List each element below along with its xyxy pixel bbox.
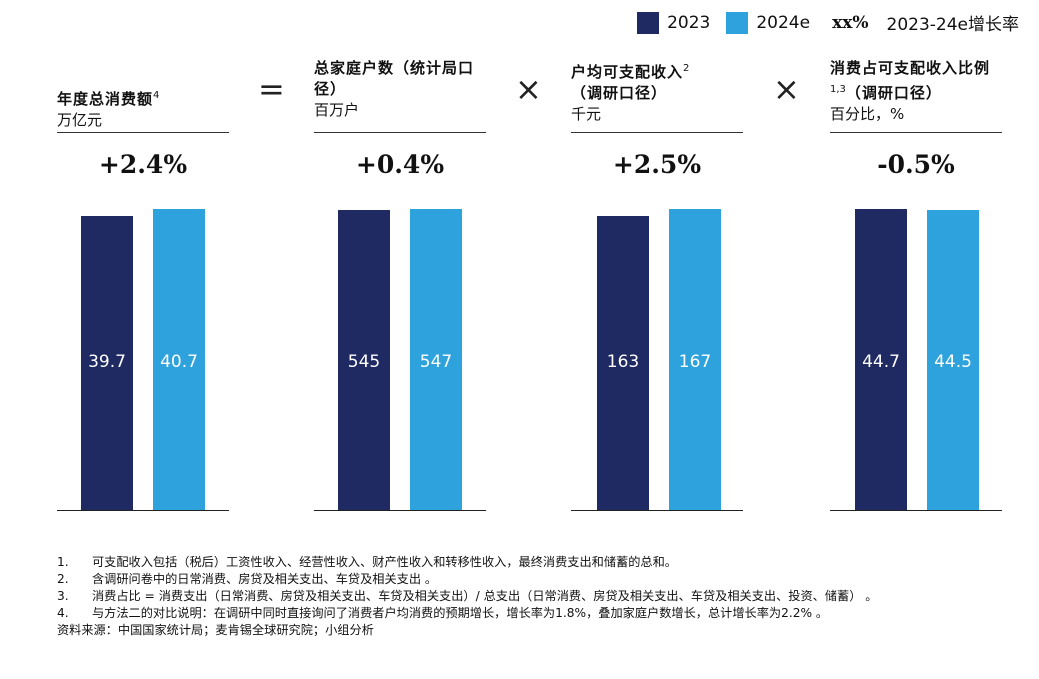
- bar-2024e: 547: [410, 209, 462, 510]
- panel-unit: 千元: [571, 105, 602, 123]
- bar-2024e: 40.7: [153, 209, 205, 510]
- panel-disposable-income: 户均可支配收入2 （调研口径） 千元: [571, 58, 743, 133]
- footnote: 4. 与方法二的对比说明：在调研中同时直接询问了消费者户均消费的预期增长，增长率为…: [57, 606, 829, 620]
- bar-value-label: 39.7: [88, 352, 126, 372]
- bar-value-label: 547: [419, 352, 453, 372]
- panel-unit: 万亿元: [57, 111, 103, 129]
- legend-swatch-2024: [726, 11, 749, 34]
- footnote: 3. 消费占比 = 消费支出（日常消费、房贷及相关支出、车贷及相关支出）/ 总支出…: [57, 589, 878, 603]
- panel-consumption-ratio: 消费占可支配收入比例1,3（调研口径） 百分比，%: [830, 58, 1002, 133]
- panel-divider: [571, 132, 743, 133]
- panel-households: 总家庭户数（统计局口径） 百万户: [314, 58, 486, 133]
- legend-growth-marker: xx%: [832, 12, 869, 33]
- legend: 2023 2024e xx% 2023-24e增长率: [621, 10, 1019, 35]
- panel-unit: 百万户: [314, 101, 360, 119]
- panel-title: 总家庭户数（统计局口径）: [314, 59, 475, 98]
- legend-label-2024: 2024e: [756, 12, 811, 33]
- bar-2023: 163: [597, 216, 649, 510]
- legend-growth-label: 2023-24e增长率: [886, 15, 1020, 35]
- bar-2023: 545: [338, 210, 390, 510]
- equals-sign: =: [258, 70, 285, 108]
- bar-value-label: 545: [347, 352, 381, 372]
- growth-rate: +0.4%: [355, 150, 445, 179]
- growth-rate: +2.4%: [98, 150, 188, 179]
- bar-2023: 44.7: [855, 209, 907, 510]
- bar-2024e: 44.5: [927, 210, 979, 510]
- panel-divider: [57, 132, 229, 133]
- growth-rate: -0.5%: [877, 150, 955, 179]
- source-note: 资料来源：中国国家统计局；麦肯锡全球研究院；小组分析: [57, 623, 374, 637]
- chart-baseline: [571, 510, 743, 511]
- bar-2024e: 167: [669, 209, 721, 510]
- chart-baseline: [830, 510, 1002, 511]
- legend-item-2024: 2024e: [726, 11, 811, 34]
- bar-value-label: 163: [606, 352, 640, 372]
- growth-rate: +2.5%: [612, 150, 702, 179]
- chart-baseline: [57, 510, 229, 511]
- panel-title: 户均可支配收入2 （调研口径）: [571, 63, 690, 102]
- bar-value-label: 167: [678, 352, 712, 372]
- legend-swatch-2023: [637, 11, 660, 34]
- panel-divider: [314, 132, 486, 133]
- footnote: 2. 含调研问卷中的日常消费、房贷及相关支出、车贷及相关支出 。: [57, 572, 438, 586]
- panel-total-consumption: 年度总消费额4 万亿元: [57, 58, 229, 133]
- bar-value-label: 40.7: [160, 352, 198, 372]
- bar-2023: 39.7: [81, 216, 133, 510]
- bar-value-label: 44.7: [862, 352, 900, 372]
- footnote: 1. 可支配收入包括（税后）工资性收入、经营性收入、财产性收入和转移性收入，最终消…: [57, 555, 677, 569]
- footnotes: 1. 可支配收入包括（税后）工资性收入、经营性收入、财产性收入和转移性收入，最终消…: [57, 554, 1022, 639]
- multiply-sign: ×: [773, 70, 800, 108]
- legend-item-2023: 2023: [637, 11, 711, 34]
- panel-divider: [830, 132, 1002, 133]
- bar-value-label: 44.5: [934, 352, 972, 372]
- panel-unit: 百分比，%: [830, 105, 905, 123]
- legend-label-2023: 2023: [667, 12, 711, 33]
- panel-title: 消费占可支配收入比例1,3（调研口径）: [830, 59, 991, 102]
- panel-title: 年度总消费额4: [57, 90, 160, 108]
- multiply-sign: ×: [515, 70, 542, 108]
- chart-baseline: [314, 510, 486, 511]
